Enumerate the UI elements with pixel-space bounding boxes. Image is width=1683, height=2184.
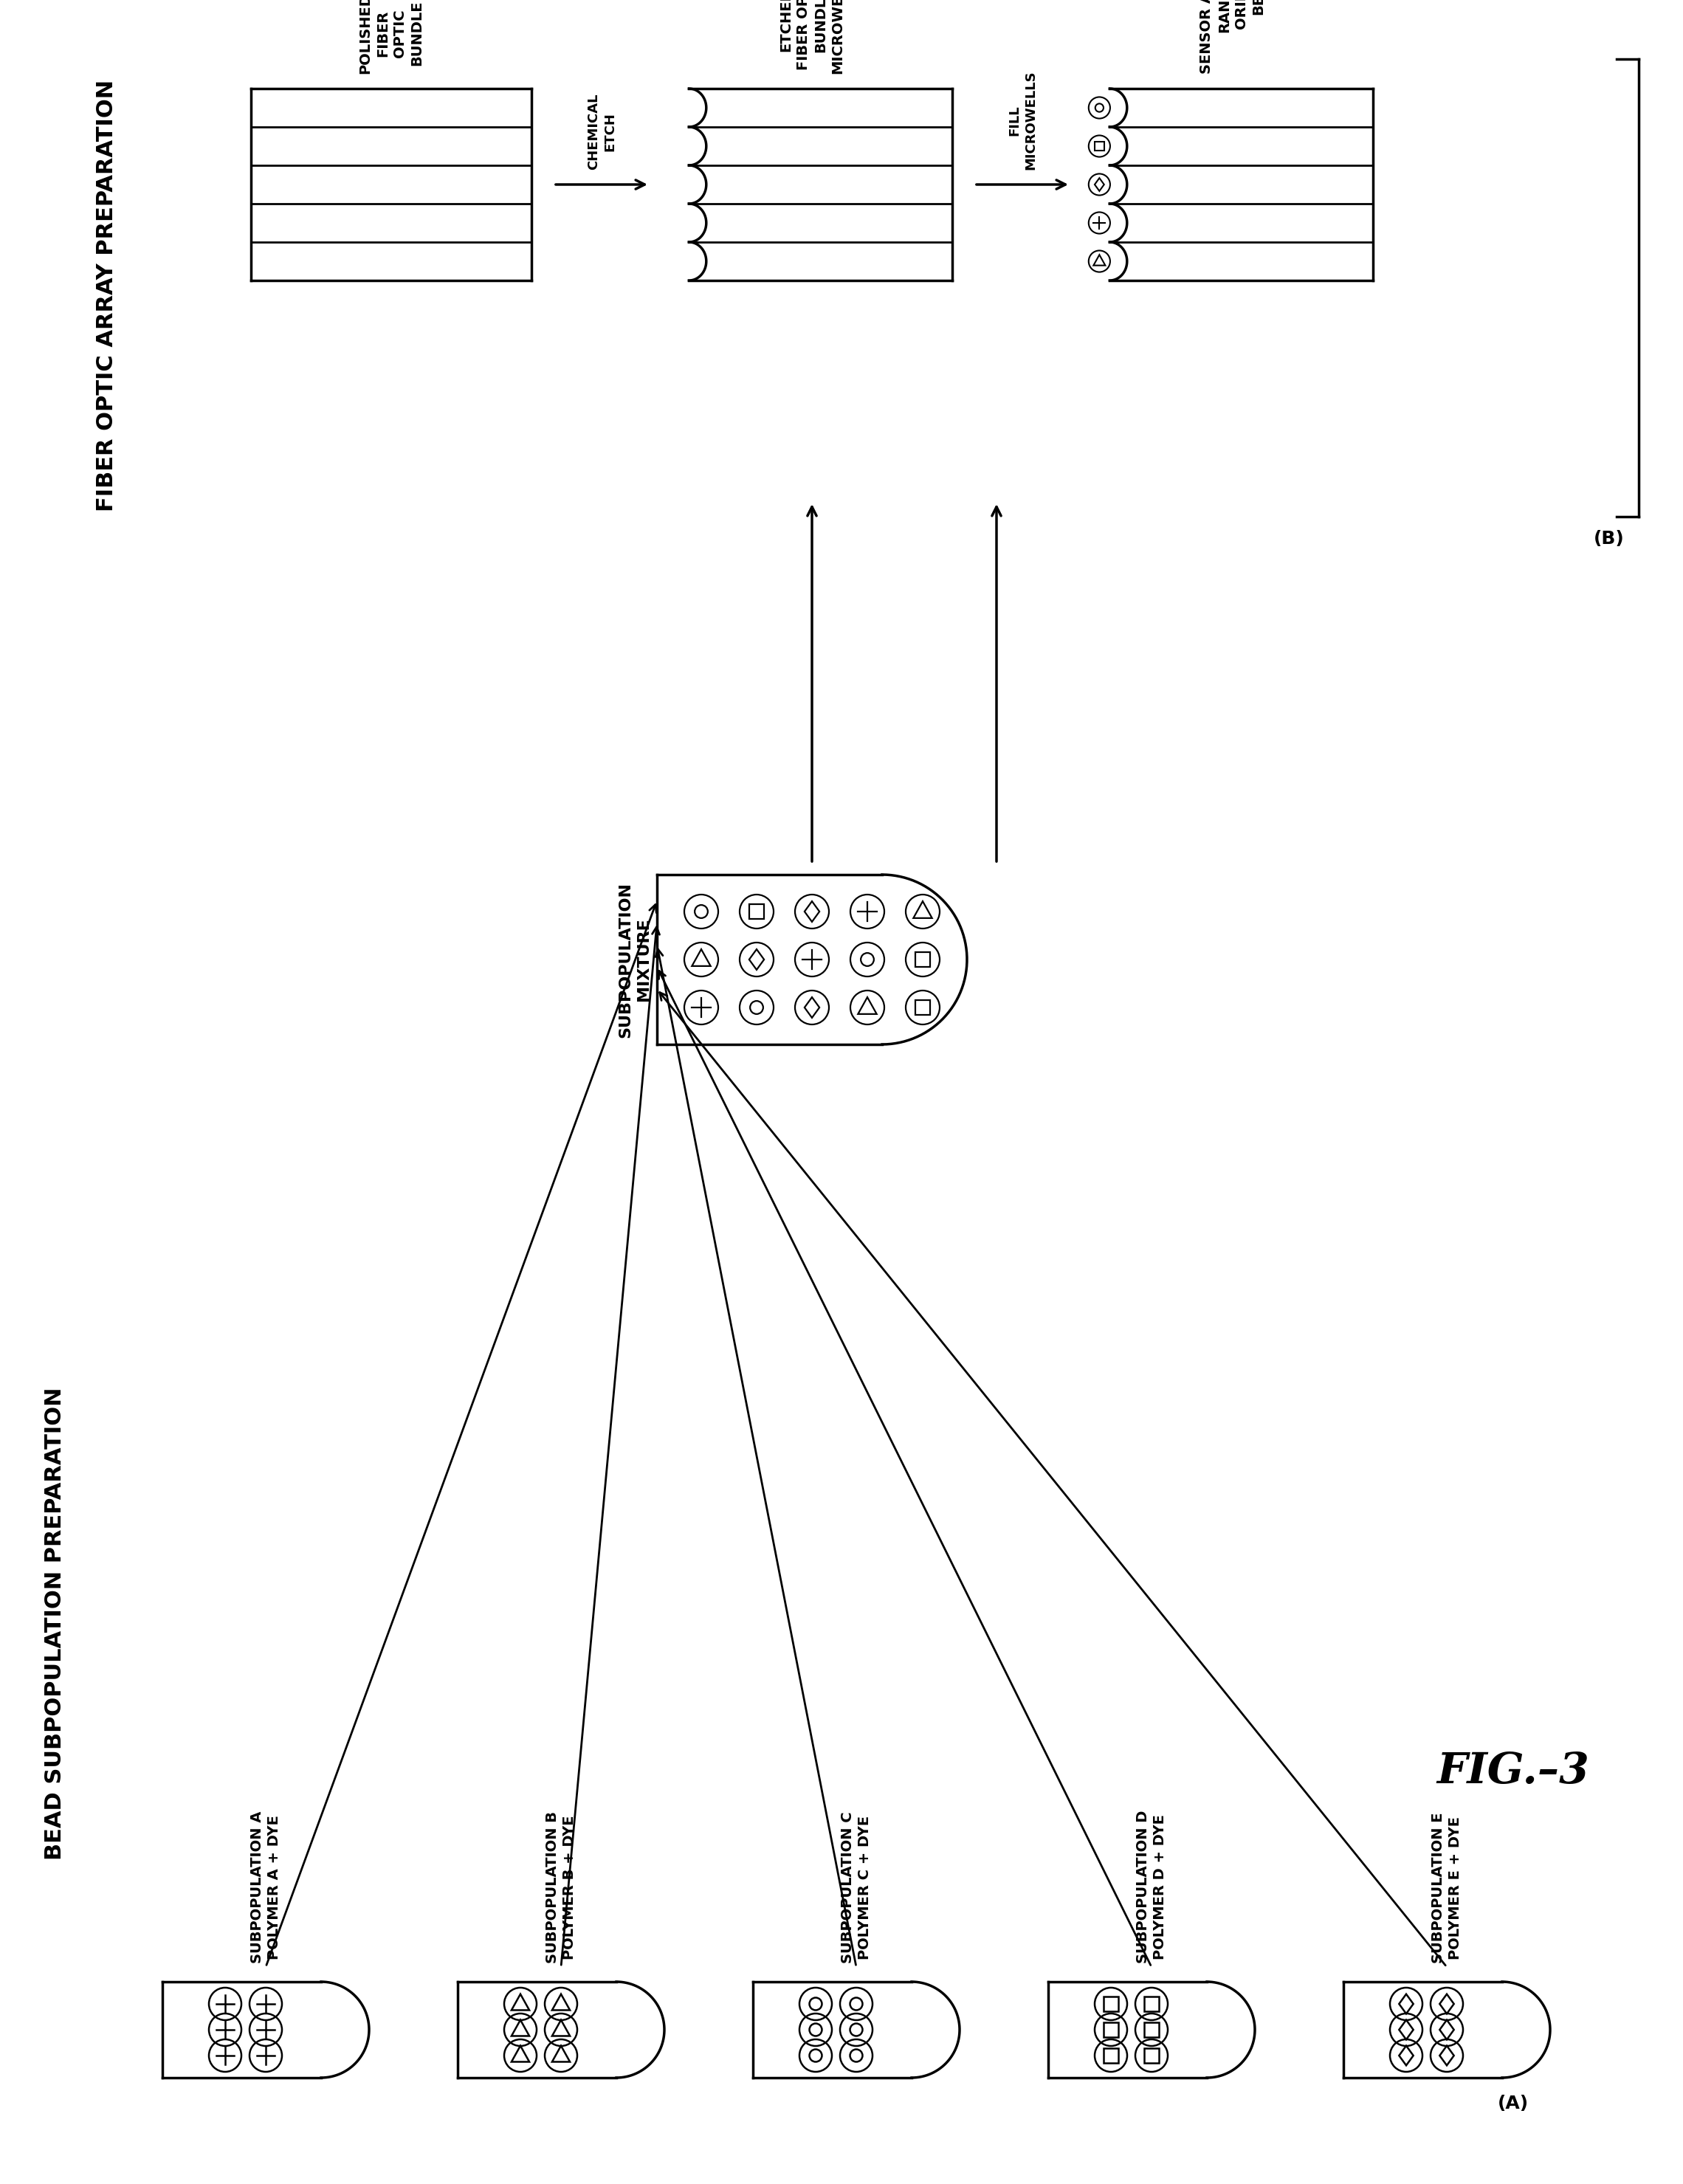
Text: FIBER OPTIC ARRAY PREPARATION: FIBER OPTIC ARRAY PREPARATION [96, 79, 118, 511]
Text: (A): (A) [1498, 2094, 1528, 2112]
Bar [1104, 2049, 1118, 2062]
Text: SUBPOPULATION B
POLYMER B + DYE: SUBPOPULATION B POLYMER B + DYE [545, 1811, 577, 1963]
Text: SENSOR ARRAY WITH
RANDOMLY
ORIENTED
BEADS: SENSOR ARRAY WITH RANDOMLY ORIENTED BEAD… [1200, 0, 1266, 74]
Bar [916, 952, 931, 968]
Bar [749, 904, 764, 919]
Text: FILL
MICROWELLS: FILL MICROWELLS [1008, 70, 1037, 170]
Bar [1104, 1996, 1118, 2011]
Text: BEAD SUBPOPULATION PREPARATION: BEAD SUBPOPULATION PREPARATION [45, 1387, 66, 1861]
Text: POLISHED
FIBER
OPTIC
BUNDLE: POLISHED FIBER OPTIC BUNDLE [358, 0, 424, 74]
Bar [1104, 2022, 1118, 2038]
Text: ETCHED
FIBER OPTIC
BUNDLE
MICROWELLS: ETCHED FIBER OPTIC BUNDLE MICROWELLS [779, 0, 845, 74]
Bar [916, 1000, 931, 1016]
Text: SUBPOPULATION
MIXTURE: SUBPOPULATION MIXTURE [618, 882, 651, 1037]
Bar [1144, 2049, 1158, 2062]
Text: SUBPOPULATION A
POLYMER A + DYE: SUBPOPULATION A POLYMER A + DYE [251, 1811, 281, 1963]
Text: SUBPOPULATION D
POLYMER D + DYE: SUBPOPULATION D POLYMER D + DYE [1136, 1811, 1168, 1963]
Bar [1144, 2022, 1158, 2038]
Text: (B): (B) [1594, 531, 1624, 548]
Text: SUBPOPULATION E
POLYMER E + DYE: SUBPOPULATION E POLYMER E + DYE [1431, 1813, 1463, 1963]
Text: CHEMICAL
ETCH: CHEMICAL ETCH [587, 94, 616, 170]
Text: SUBPOPULATION C
POLYMER C + DYE: SUBPOPULATION C POLYMER C + DYE [840, 1811, 872, 1963]
Text: FIG.–3: FIG.–3 [1437, 1752, 1589, 1793]
Bar [1094, 142, 1104, 151]
Bar [1144, 1996, 1158, 2011]
